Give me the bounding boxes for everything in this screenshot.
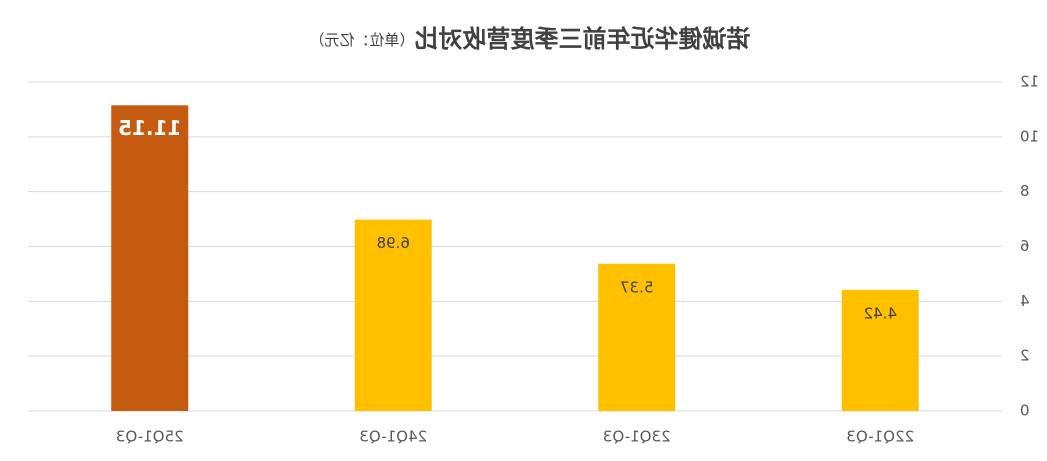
data-label: 6.98	[377, 234, 410, 252]
y-tick-label: 2	[1020, 347, 1030, 365]
x-tick-label: 23Q1-Q3	[603, 428, 671, 446]
x-tick-label: 22Q1-Q3	[846, 428, 914, 446]
title: 诺诚健华近年前三季度营收对比	[415, 25, 751, 53]
y-tick-label: 8	[1020, 182, 1030, 200]
y-tick-label: 10	[1020, 127, 1039, 145]
chart-title: 诺诚健华近年前三季度营收对比（单位：亿元）	[309, 25, 750, 53]
bar	[598, 263, 676, 411]
bar	[354, 219, 432, 411]
bar	[111, 105, 189, 411]
data-label: 5.37	[620, 278, 653, 296]
data-label: 4.42	[864, 304, 897, 322]
x-tick-label: 25Q1-Q3	[116, 428, 184, 446]
bar	[841, 289, 919, 411]
y-tick-label: 12	[1020, 73, 1039, 91]
data-label: 11.15	[118, 116, 181, 140]
y-tick-label: 0	[1020, 402, 1030, 420]
y-tick-label: 6	[1020, 237, 1030, 255]
x-tick-label: 24Q1-Q3	[359, 428, 427, 446]
y-tick-label: 4	[1020, 292, 1030, 310]
subtitle: （单位：亿元）	[309, 31, 414, 49]
